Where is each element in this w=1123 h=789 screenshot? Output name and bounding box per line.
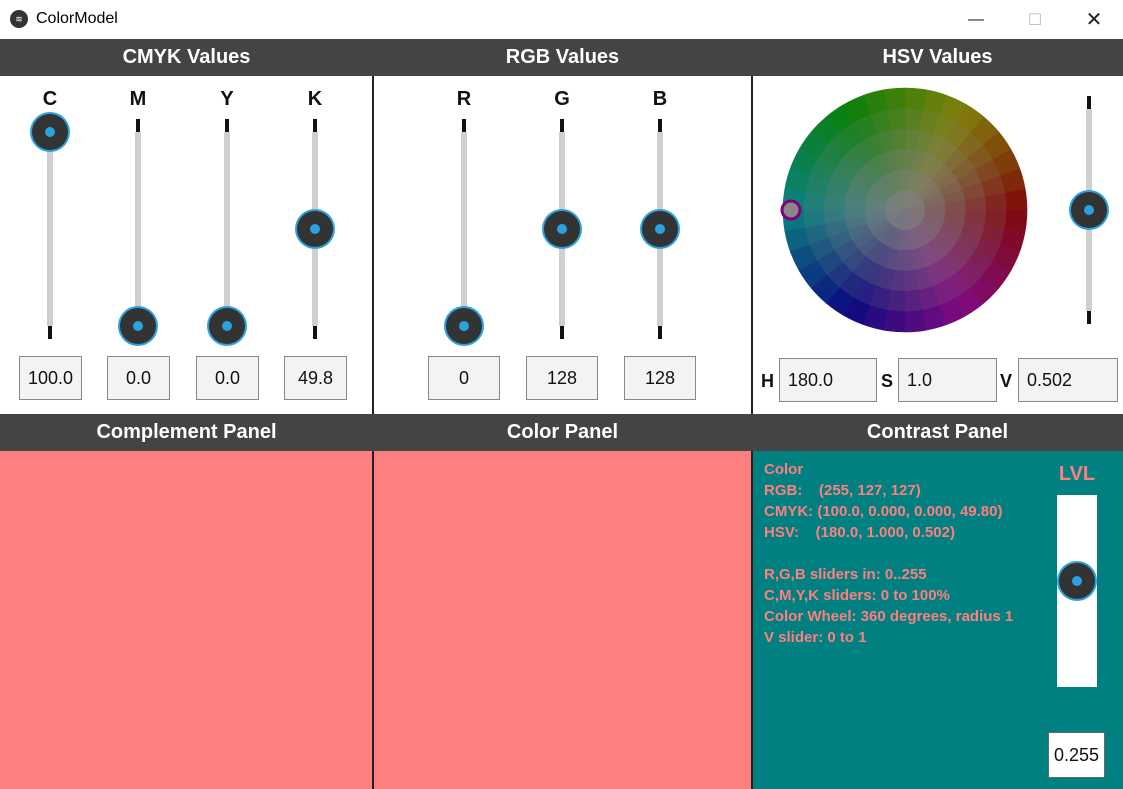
rgb-panel: RGB Values R G B 0 128 128	[373, 39, 752, 414]
c-label: C	[42, 88, 58, 110]
m-slider[interactable]	[118, 119, 158, 344]
g-value-field[interactable]: 128	[526, 356, 598, 400]
contrast-panel: Contrast Panel Color RGB: (255, 127, 127)…	[752, 414, 1123, 789]
info-line: V slider: 0 to 1	[764, 629, 867, 646]
slider-track[interactable]	[224, 132, 230, 326]
slider-track[interactable]	[461, 132, 467, 326]
color-panel-header: Color Panel	[373, 414, 752, 451]
c-slider[interactable]	[30, 114, 70, 339]
contrast-header: Contrast Panel	[752, 414, 1123, 451]
slider-knob[interactable]	[297, 211, 333, 248]
divider	[372, 451, 374, 789]
color-info-text: Color RGB: (255, 127, 127) CMYK: (100.0, 0…	[764, 459, 1013, 648]
complement-panel: Complement Panel	[0, 414, 373, 789]
slider-cap	[560, 119, 564, 132]
info-line: Color Wheel: 360 degrees, radius 1	[764, 608, 1014, 625]
color-swatch	[373, 451, 752, 789]
c-value-field[interactable]: 100.0	[19, 356, 82, 400]
slider-cap	[48, 326, 52, 339]
slider-track[interactable]	[47, 132, 53, 326]
v-slider[interactable]	[1069, 96, 1109, 324]
wheel-selector-marker	[780, 199, 802, 221]
lvl-slider[interactable]	[1057, 495, 1097, 713]
hsv-panel: HSV Values H 180.0 S 1.0 V 0.502	[752, 39, 1123, 414]
y-value-field[interactable]: 0.0	[196, 356, 259, 400]
slider-cap	[560, 326, 564, 339]
lvl-label: LVL	[1058, 463, 1096, 485]
b-slider[interactable]	[640, 119, 680, 339]
divider	[751, 451, 753, 789]
info-line: HSV: (180.0, 1.000, 0.502)	[764, 524, 955, 541]
info-line: CMYK: (100.0, 0.000, 0.000, 49.80)	[764, 503, 1003, 520]
m-value-field[interactable]: 0.0	[107, 356, 170, 400]
info-line: RGB: (255, 127, 127)	[764, 482, 921, 499]
slider-cap	[136, 119, 140, 132]
k-value-field[interactable]: 49.8	[284, 356, 347, 400]
slider-knob[interactable]	[209, 308, 245, 344]
slider-cap	[1087, 96, 1091, 109]
title-bar: ≋ ColorModel — ☐ ✕	[0, 0, 1123, 39]
h-value-field[interactable]: 180.0	[779, 358, 877, 402]
slider-knob[interactable]	[446, 308, 482, 344]
info-line: C,M,Y,K sliders: 0 to 100%	[764, 587, 950, 604]
k-label: K	[307, 88, 323, 110]
b-value-field[interactable]: 128	[624, 356, 696, 400]
color-wheel[interactable]	[752, 39, 1123, 414]
complement-header: Complement Panel	[0, 414, 373, 451]
slider-cap	[462, 119, 466, 132]
cmyk-panel: CMYK Values C M Y K 100.0 0.0 0.0 49.8	[0, 39, 373, 414]
y-label: Y	[220, 88, 234, 110]
v-value-field[interactable]: 0.502	[1018, 358, 1118, 402]
s-value-field[interactable]: 1.0	[898, 358, 997, 402]
color-panel: Color Panel	[373, 414, 752, 789]
cmyk-header: CMYK Values	[0, 39, 373, 76]
r-label: R	[456, 88, 472, 110]
slider-knob[interactable]	[1059, 562, 1095, 599]
slider-track[interactable]	[135, 132, 141, 326]
wheel-segment	[1004, 209, 1028, 232]
g-label: G	[554, 88, 570, 110]
divider	[751, 76, 753, 414]
maximize-button[interactable]: ☐	[1027, 11, 1043, 29]
app-logo-icon: ≋	[10, 10, 28, 28]
wheel-segment	[883, 309, 906, 333]
slider-knob[interactable]	[544, 210, 580, 247]
r-value-field[interactable]: 0	[428, 356, 500, 400]
lvl-value-field[interactable]: 0.255	[1048, 732, 1105, 778]
slider-cap	[658, 326, 662, 339]
close-button[interactable]: ✕	[1085, 9, 1103, 31]
slider-cap	[313, 119, 317, 132]
s-label: S	[881, 371, 894, 391]
complement-swatch	[0, 451, 373, 789]
rgb-header: RGB Values	[373, 39, 752, 76]
slider-cap	[658, 119, 662, 132]
h-label: H	[761, 371, 774, 391]
b-label: B	[652, 88, 668, 110]
slider-cap	[225, 119, 229, 132]
minimize-button[interactable]: —	[968, 10, 984, 28]
hsv-header: HSV Values	[752, 39, 1123, 76]
contrast-body: Color RGB: (255, 127, 127) CMYK: (100.0, 0…	[752, 451, 1123, 789]
r-slider[interactable]	[444, 119, 484, 344]
slider-cap	[313, 326, 317, 339]
slider-knob[interactable]	[32, 114, 68, 150]
divider	[372, 76, 374, 414]
window-title: ColorModel	[36, 10, 118, 27]
k-slider[interactable]	[295, 119, 335, 339]
v-label: V	[1000, 371, 1013, 391]
slider-knob[interactable]	[120, 308, 156, 344]
info-line: Color	[764, 461, 804, 478]
slider-cap	[1087, 311, 1091, 324]
slider-knob[interactable]	[1071, 191, 1107, 228]
m-label: M	[129, 88, 147, 110]
wheel-segment	[904, 87, 927, 111]
y-slider[interactable]	[207, 119, 247, 344]
slider-knob[interactable]	[642, 210, 678, 247]
g-slider[interactable]	[542, 119, 582, 339]
info-line	[764, 543, 1013, 564]
info-line: R,G,B sliders in: 0..255	[764, 566, 927, 583]
